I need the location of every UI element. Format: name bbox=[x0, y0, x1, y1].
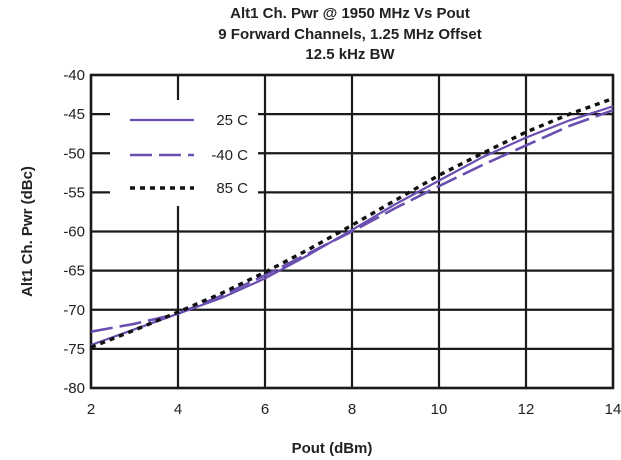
x-tick-label: 10 bbox=[431, 401, 448, 418]
x-tick-label: 8 bbox=[348, 401, 356, 418]
y-axis-label: Alt1 Ch. Pwr (dBc) bbox=[19, 166, 36, 297]
legend-label: 25 C bbox=[216, 112, 248, 129]
legend-label: -40 C bbox=[211, 147, 248, 164]
legend-label: 85 C bbox=[216, 180, 248, 197]
y-tick-label: -50 bbox=[63, 145, 85, 162]
y-tick-label: -45 bbox=[63, 106, 85, 123]
chart-title-line-2: 9 Forward Channels, 1.25 MHz Offset bbox=[218, 26, 482, 43]
chart-title-line-3: 12.5 kHz BW bbox=[305, 46, 395, 63]
x-tick-label: 14 bbox=[605, 401, 621, 418]
y-tick-label: -55 bbox=[63, 184, 85, 201]
x-tick-label: 6 bbox=[261, 401, 269, 418]
y-tick-label: -70 bbox=[63, 302, 85, 319]
x-tick-label: 2 bbox=[87, 401, 95, 418]
y-tick-label: -75 bbox=[63, 341, 85, 358]
y-tick-label: -40 bbox=[63, 67, 85, 84]
series-line-2 bbox=[90, 96, 614, 349]
y-tick-label: -60 bbox=[63, 224, 85, 241]
x-tick-label: 4 bbox=[174, 401, 182, 418]
y-tick-label: -65 bbox=[63, 263, 85, 280]
y-tick-label: -80 bbox=[63, 380, 85, 397]
chart-title-line-1: Alt1 Ch. Pwr @ 1950 MHz Vs Pout bbox=[230, 5, 470, 22]
x-tick-label: 12 bbox=[518, 401, 535, 418]
plot-border bbox=[89, 73, 615, 390]
x-axis-label: Pout (dBm) bbox=[292, 440, 373, 457]
